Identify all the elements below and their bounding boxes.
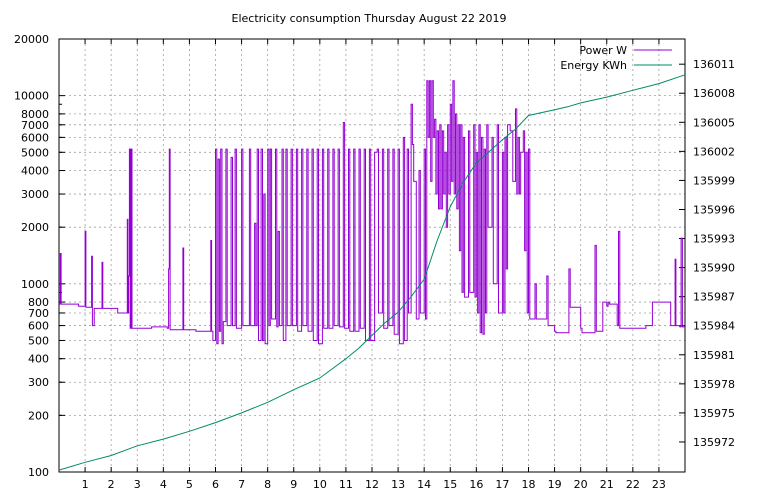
y-right-tick-label: 135999 bbox=[693, 174, 735, 187]
legend: Power W Energy KWh bbox=[560, 44, 672, 72]
y-left-tick-label: 1000 bbox=[21, 278, 49, 291]
y-right-tick-label: 135981 bbox=[693, 349, 735, 362]
y-right-tick-label: 135978 bbox=[693, 378, 735, 391]
series-line-power-w bbox=[59, 80, 685, 345]
y-left-tick-label: 8000 bbox=[21, 108, 49, 121]
y-right-tick-label: 135990 bbox=[693, 262, 735, 275]
series-layer bbox=[58, 74, 686, 471]
x-tick-label: 18 bbox=[522, 478, 536, 491]
x-tick-label: 1 bbox=[82, 478, 89, 491]
x-tick-label: 5 bbox=[186, 478, 193, 491]
y-right-axis: 135972 135975 135978 135981 135984 135987 1359… bbox=[679, 58, 735, 449]
y-left-tick-label: 300 bbox=[28, 376, 49, 389]
x-tick-label: 20 bbox=[574, 478, 588, 491]
y-left-tick-label: 2000 bbox=[21, 221, 49, 234]
y-left-tick-label: 10000 bbox=[14, 90, 49, 103]
y-left-tick-label: 700 bbox=[28, 307, 49, 320]
x-tick-label: 23 bbox=[652, 478, 666, 491]
legend-label: Power W bbox=[579, 44, 627, 57]
x-tick-label: 12 bbox=[365, 478, 379, 491]
x-tick-label: 2 bbox=[108, 478, 115, 491]
x-tick-label: 3 bbox=[134, 478, 141, 491]
y-left-tick-label: 200 bbox=[28, 409, 49, 422]
legend-label: Energy KWh bbox=[560, 59, 627, 72]
y-left-tick-label: 400 bbox=[28, 353, 49, 366]
y-left-tick-label: 500 bbox=[28, 334, 49, 347]
x-tick-label: 6 bbox=[212, 478, 219, 491]
y-left-tick-label: 5000 bbox=[21, 146, 49, 159]
y-left-tick-label: 3000 bbox=[21, 188, 49, 201]
y-left-tick-label: 600 bbox=[28, 320, 49, 333]
chart-title: Electricity consumption Thursday August … bbox=[232, 12, 507, 25]
x-tick-label: 9 bbox=[290, 478, 297, 491]
y-left-tick-label: 20000 bbox=[14, 33, 49, 46]
y-left-tick-label: 800 bbox=[28, 296, 49, 309]
y-left-tick-label: 6000 bbox=[21, 131, 49, 144]
y-right-tick-label: 136008 bbox=[693, 87, 735, 100]
x-tick-label: 11 bbox=[339, 478, 353, 491]
y-right-tick-label: 135996 bbox=[693, 203, 735, 216]
x-tick-label: 4 bbox=[160, 478, 167, 491]
x-tick-label: 17 bbox=[495, 478, 509, 491]
x-tick-label: 7 bbox=[238, 478, 245, 491]
x-tick-label: 19 bbox=[548, 478, 562, 491]
y-right-tick-label: 136011 bbox=[693, 58, 735, 71]
y-right-tick-label: 135987 bbox=[693, 291, 735, 304]
y-left-tick-label: 100 bbox=[28, 466, 49, 479]
y-left-tick-label: 4000 bbox=[21, 165, 49, 178]
x-tick-label: 21 bbox=[600, 478, 614, 491]
y-right-tick-label: 136005 bbox=[693, 116, 735, 129]
y-right-tick-label: 135972 bbox=[693, 436, 735, 449]
x-tick-label: 14 bbox=[417, 478, 431, 491]
x-tick-label: 10 bbox=[313, 478, 327, 491]
x-axis: 1 2 3 4 5 6 7 8 9 10 11 12 13 14 15 16 17 18 19 20 21 22 23 bbox=[82, 39, 666, 491]
x-tick-label: 22 bbox=[626, 478, 640, 491]
x-tick-label: 13 bbox=[391, 478, 405, 491]
x-tick-label: 16 bbox=[469, 478, 483, 491]
gridlines bbox=[59, 38, 685, 473]
series-line-energy-kwh bbox=[58, 74, 686, 471]
y-right-tick-label: 136002 bbox=[693, 145, 735, 158]
y-left-tick-label: 7000 bbox=[21, 119, 49, 132]
y-right-tick-label: 135984 bbox=[693, 320, 735, 333]
y-right-tick-label: 135975 bbox=[693, 407, 735, 420]
y-right-tick-label: 135993 bbox=[693, 233, 735, 246]
x-tick-label: 8 bbox=[264, 478, 271, 491]
x-tick-label: 15 bbox=[443, 478, 457, 491]
